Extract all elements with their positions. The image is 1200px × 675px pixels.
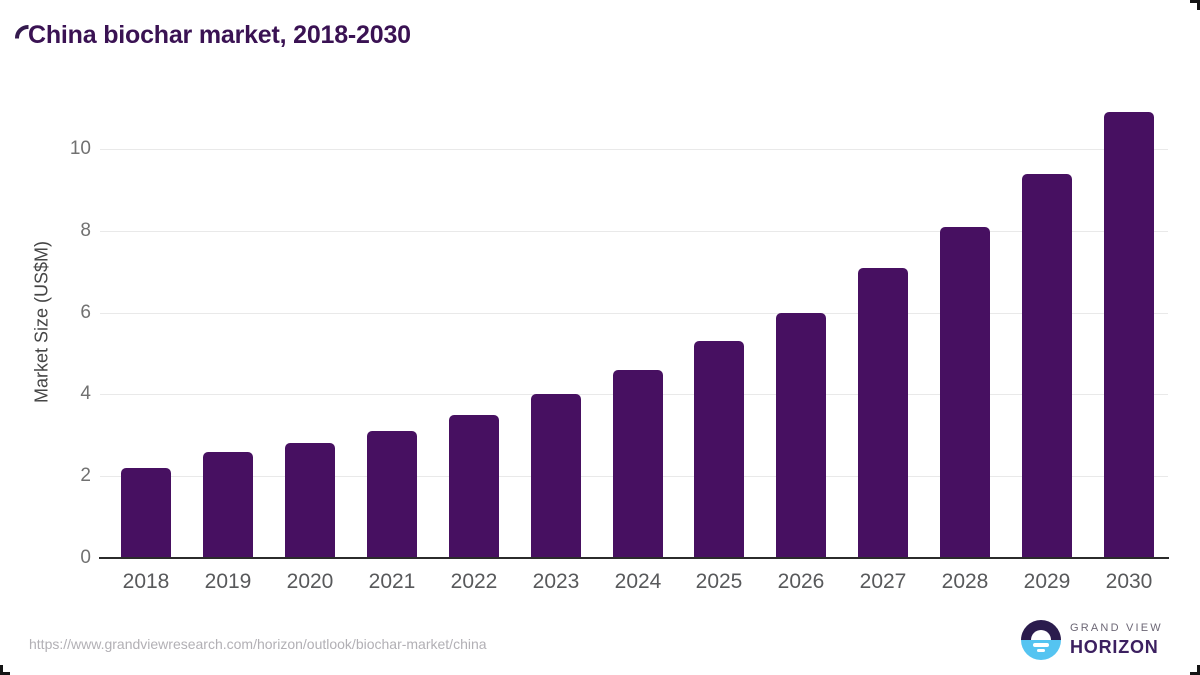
bar-2025	[694, 341, 744, 558]
bar-2028	[940, 227, 990, 558]
x-tick-label: 2029	[1023, 570, 1071, 593]
y-tick-label: 0	[80, 547, 91, 568]
bar-2026	[776, 313, 826, 558]
corner-mark	[15, 25, 29, 39]
x-tick-label: 2026	[777, 570, 825, 593]
y-tick-label: 8	[80, 220, 91, 241]
x-tick-label: 2027	[859, 570, 907, 593]
bar-2030	[1104, 112, 1154, 558]
corner-mark	[0, 665, 10, 675]
bar-2029	[1022, 174, 1072, 558]
bar-2023	[531, 394, 581, 558]
x-tick-label: 2025	[695, 570, 743, 593]
gridline	[100, 149, 1168, 150]
gridline	[100, 313, 1168, 314]
corner-mark	[1190, 0, 1200, 10]
x-tick-label: 2020	[286, 570, 334, 593]
x-tick-label: 2023	[532, 570, 580, 593]
corner-mark	[1190, 665, 1200, 675]
bar-2020	[285, 443, 335, 558]
chart-title: China biochar market, 2018-2030	[28, 21, 411, 49]
logo-sun-arch	[1031, 630, 1051, 640]
y-tick-label: 6	[80, 302, 91, 323]
x-tick-label: 2019	[204, 570, 252, 593]
bar-2019	[203, 452, 253, 558]
x-tick-label: 2030	[1105, 570, 1153, 593]
logo-reflection-line	[1037, 649, 1045, 652]
y-tick-label: 4	[80, 383, 91, 404]
bar-2018	[121, 468, 171, 558]
logo-wordmark: GRAND VIEW HORIZON	[1070, 622, 1163, 658]
bar-2024	[613, 370, 663, 558]
grand-view-horizon-logo: GRAND VIEW HORIZON	[1021, 620, 1163, 660]
x-axis-line	[99, 557, 1169, 559]
source-url: https://www.grandviewresearch.com/horizo…	[29, 636, 487, 652]
bar-2021	[367, 431, 417, 558]
y-tick-label: 2	[80, 465, 91, 486]
x-tick-label: 2018	[122, 570, 170, 593]
x-tick-label: 2024	[614, 570, 662, 593]
y-tick-label: 10	[69, 138, 91, 159]
bar-2027	[858, 268, 908, 558]
x-tick-label: 2021	[368, 570, 416, 593]
logo-reflection-line	[1033, 643, 1049, 647]
x-tick-label: 2028	[941, 570, 989, 593]
horizon-sun-icon	[1021, 620, 1061, 660]
x-tick-label: 2022	[450, 570, 498, 593]
logo-text-horizon: HORIZON	[1070, 637, 1159, 657]
gridline	[100, 231, 1168, 232]
bar-2022	[449, 415, 499, 558]
logo-text-grand-view: GRAND VIEW	[1070, 622, 1163, 634]
